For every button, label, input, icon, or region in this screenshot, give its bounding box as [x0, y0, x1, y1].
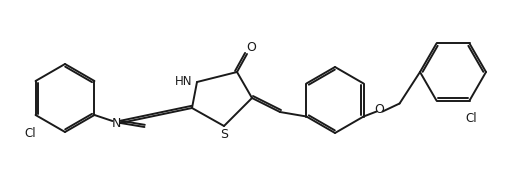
Text: Cl: Cl — [25, 127, 36, 140]
Text: Cl: Cl — [466, 112, 477, 125]
Text: N: N — [112, 116, 121, 130]
Text: O: O — [246, 41, 256, 54]
Text: S: S — [220, 129, 228, 142]
Text: O: O — [375, 103, 385, 116]
Text: HN: HN — [175, 74, 193, 87]
